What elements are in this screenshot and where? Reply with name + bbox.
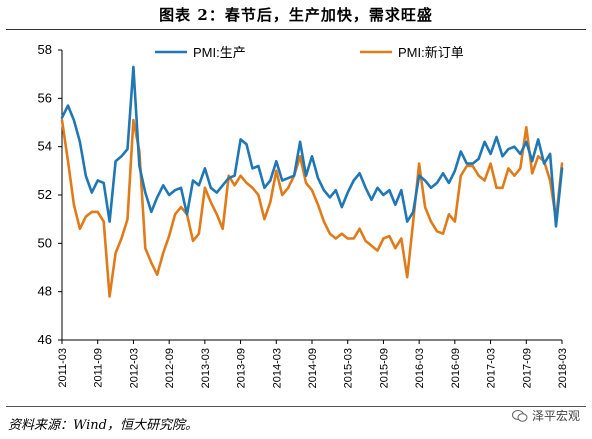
x-tick-label: 2015-09 bbox=[378, 348, 390, 388]
legend-label: PMI:新订单 bbox=[398, 45, 464, 60]
source-note: 资料来源：Wind，恒大研究院。 bbox=[8, 418, 198, 433]
y-tick-label: 54 bbox=[38, 139, 52, 154]
series-line-1 bbox=[60, 118, 564, 298]
legend: PMI:生产 PMI:新订单 bbox=[155, 45, 464, 60]
y-tick-label: 58 bbox=[38, 42, 52, 57]
legend-label: PMI:生产 bbox=[193, 45, 246, 60]
y-tick-label: 48 bbox=[38, 284, 52, 299]
y-tick-label: 46 bbox=[38, 332, 52, 347]
x-tick-label: 2017-09 bbox=[521, 348, 533, 388]
title-bar: 图表 2：春节后，生产加快，需求旺盛 bbox=[0, 0, 592, 30]
x-tick-label: 2012-03 bbox=[128, 348, 140, 388]
x-tick-label: 2013-09 bbox=[236, 348, 248, 388]
title-divider bbox=[6, 29, 586, 30]
wechat-icon bbox=[511, 409, 528, 423]
x-tick-label: 2012-09 bbox=[164, 348, 176, 388]
x-tick-label: 2013-03 bbox=[200, 348, 212, 388]
x-tick-label: 2014-03 bbox=[271, 348, 283, 388]
y-tick-label: 50 bbox=[38, 235, 52, 250]
source-divider bbox=[6, 406, 586, 407]
x-tick-label: 2011-03 bbox=[57, 348, 69, 388]
series-layer bbox=[60, 65, 564, 298]
x-tick-label: 2017-03 bbox=[486, 348, 498, 388]
x-tick-label: 2011-09 bbox=[93, 348, 105, 388]
axes: 46 48 50 52 54 56 58 2011-03 2011-09 2012-03 2012-… bbox=[38, 42, 569, 388]
y-tick-label: 52 bbox=[38, 187, 52, 202]
x-tick-label: 2015-03 bbox=[343, 348, 355, 388]
watermark: 泽平宏观 bbox=[511, 407, 580, 424]
x-tick-label: 2018-03 bbox=[557, 348, 569, 388]
y-tick-label: 56 bbox=[38, 90, 52, 105]
watermark-text: 泽平宏观 bbox=[531, 409, 580, 423]
x-tick-label: 2014-09 bbox=[307, 348, 319, 388]
x-tick-label: 2016-03 bbox=[414, 348, 426, 388]
series-line-0 bbox=[60, 65, 564, 228]
x-tick-label: 2016-09 bbox=[450, 348, 462, 388]
line-chart: 46 48 50 52 54 56 58 2011-03 2011-09 2012-03 2012-… bbox=[38, 42, 569, 388]
chart-title: 图表 2：春节后，生产加快，需求旺盛 bbox=[159, 6, 433, 24]
